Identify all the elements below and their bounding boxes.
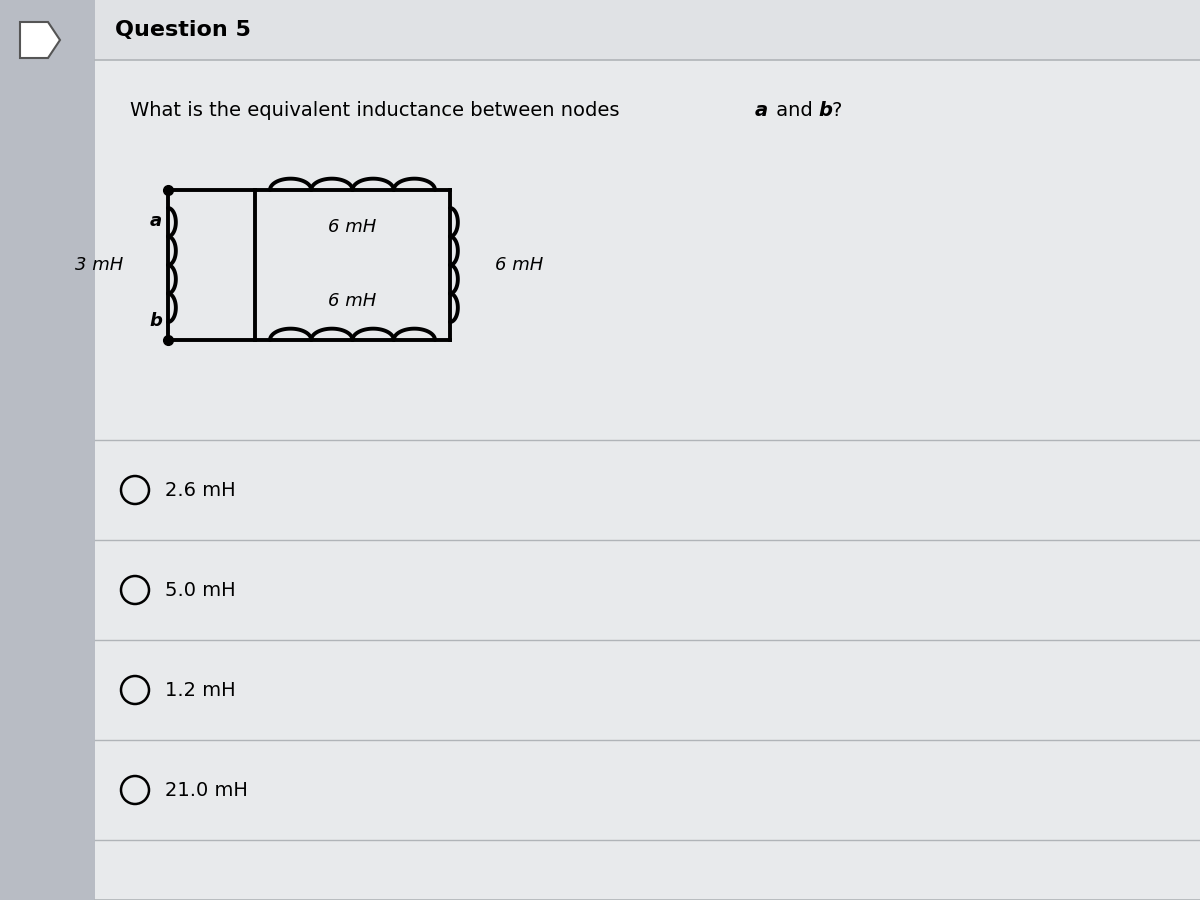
- Text: 5.0 mH: 5.0 mH: [166, 580, 235, 599]
- Text: What is the equivalent inductance between nodes: What is the equivalent inductance betwee…: [130, 101, 625, 120]
- Bar: [95, 0, 1200, 60]
- Text: a: a: [755, 101, 768, 120]
- Text: b: b: [818, 101, 832, 120]
- Text: a: a: [150, 212, 162, 230]
- Text: b: b: [150, 312, 162, 330]
- Text: 6 mH: 6 mH: [496, 256, 544, 274]
- Text: 1.2 mH: 1.2 mH: [166, 680, 235, 699]
- Text: 3 mH: 3 mH: [74, 256, 124, 274]
- Text: ?: ?: [832, 101, 842, 120]
- Text: Question 5: Question 5: [115, 20, 251, 40]
- Text: and: and: [770, 101, 818, 120]
- Text: 6 mH: 6 mH: [329, 218, 377, 236]
- Polygon shape: [20, 22, 60, 58]
- Text: 2.6 mH: 2.6 mH: [166, 481, 235, 500]
- Bar: [0, 0, 95, 900]
- Text: 21.0 mH: 21.0 mH: [166, 780, 248, 799]
- Text: 6 mH: 6 mH: [329, 292, 377, 310]
